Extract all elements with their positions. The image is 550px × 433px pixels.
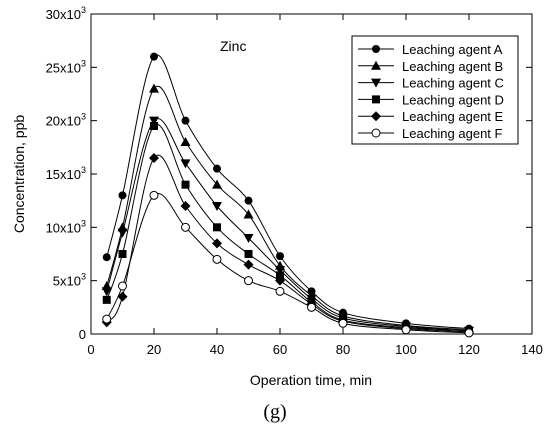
x-tick-label-1: 20 — [147, 342, 161, 357]
point-2-4 — [212, 202, 222, 211]
x-tick-label-0: 0 — [87, 342, 94, 357]
point-0-0 — [102, 253, 111, 262]
point-2-0 — [101, 287, 112, 297]
series-line-4 — [106, 154, 470, 333]
point-3-1 — [118, 250, 127, 258]
y-tick-label-0: 0 — [79, 327, 86, 342]
point-5-9 — [401, 325, 411, 335]
point-5-3 — [181, 222, 190, 232]
y-tick-label-1: 5x103 — [53, 272, 86, 289]
point-1-5 — [243, 209, 254, 219]
point-4-2 — [149, 153, 159, 163]
point-3-4 — [213, 223, 221, 232]
x-tick-labels: 0 20 40 60 80 100 120 140 — [87, 342, 542, 357]
point-0-6 — [276, 252, 284, 261]
legend-items: Leaching agent A Leaching agent B Leaching… — [358, 42, 504, 141]
point-1-2 — [149, 83, 159, 93]
point-3-2 — [150, 122, 158, 130]
legend-box — [351, 35, 519, 145]
series-line-3 — [106, 123, 470, 332]
y-tick-label-4: 20x103 — [46, 112, 86, 129]
point-4-4 — [212, 238, 222, 249]
point-5-4 — [212, 254, 222, 264]
point-4-5 — [243, 259, 254, 270]
point-1-4 — [212, 179, 222, 189]
point-2-5 — [243, 234, 254, 243]
point-0-3 — [181, 116, 190, 125]
series-line-2 — [106, 118, 470, 332]
series-line-0 — [106, 54, 470, 330]
legend-marker-4 — [371, 111, 381, 122]
y-tick-label-3: 15x103 — [46, 165, 86, 182]
point-0-5 — [244, 196, 253, 205]
legend-label-5: Leaching agent F — [402, 126, 503, 141]
x-tick-label-4: 80 — [336, 342, 350, 357]
point-5-8 — [338, 318, 348, 328]
point-0-1 — [118, 191, 127, 200]
legend-marker-3 — [372, 95, 380, 104]
chart-annotation: Zinc — [220, 38, 246, 54]
point-3-5 — [244, 250, 253, 258]
x-tick-label-5: 100 — [395, 342, 417, 357]
point-4-6 — [275, 275, 285, 286]
x-axis-label: Operation time, min — [250, 372, 372, 388]
plot-area — [90, 13, 533, 338]
figure-caption: (g) — [263, 401, 286, 423]
y-tick-labels: 0 5x103 10x103 15x103 20x103 25x103 30x103 — [46, 5, 86, 342]
point-0-4 — [213, 164, 221, 173]
series-line-1 — [106, 85, 470, 331]
x-tick-label-2: 40 — [210, 342, 224, 357]
point-5-6 — [275, 286, 285, 296]
point-2-3 — [180, 159, 191, 169]
point-5-2 — [149, 190, 159, 200]
legend-marker-5 — [371, 128, 381, 138]
y-tick-label-2: 10x103 — [46, 218, 86, 235]
x-tick-label-7: 140 — [521, 342, 543, 357]
legend-marker-1 — [371, 60, 381, 70]
point-2-1 — [117, 228, 128, 238]
legend: Leaching agent A Leaching agent B Leaching… — [351, 35, 519, 145]
point-5-0 — [102, 314, 112, 324]
x-tick-label-3: 60 — [273, 342, 287, 357]
legend-label-1: Leaching agent B — [402, 59, 503, 74]
series-line-5 — [106, 192, 470, 334]
point-4-1 — [117, 291, 128, 302]
series-markers — [101, 52, 474, 338]
legend-label-3: Leaching agent D — [402, 92, 504, 107]
y-axis-label: Concentration, ppb — [11, 115, 27, 234]
point-4-3 — [180, 201, 191, 211]
point-3-0 — [102, 295, 111, 304]
point-2-2 — [149, 116, 159, 126]
point-2-6 — [275, 266, 285, 275]
point-3-3 — [181, 180, 190, 189]
legend-marker-0 — [372, 45, 380, 53]
legend-label-0: Leaching agent A — [402, 42, 503, 57]
point-5-5 — [244, 276, 253, 286]
point-5-1 — [118, 281, 127, 291]
point-1-3 — [180, 137, 191, 146]
legend-marker-2 — [371, 78, 381, 88]
point-3-6 — [276, 271, 284, 280]
point-5-7 — [307, 302, 316, 312]
x-tick-label-6: 120 — [458, 342, 480, 357]
legend-label-4: Leaching agent E — [402, 109, 504, 124]
y-tick-label-5: 25x103 — [46, 58, 86, 75]
point-0-2 — [150, 52, 158, 61]
legend-label-2: Leaching agent C — [402, 76, 504, 91]
y-tick-label-6: 30x103 — [46, 5, 86, 22]
point-5-10 — [464, 328, 474, 338]
